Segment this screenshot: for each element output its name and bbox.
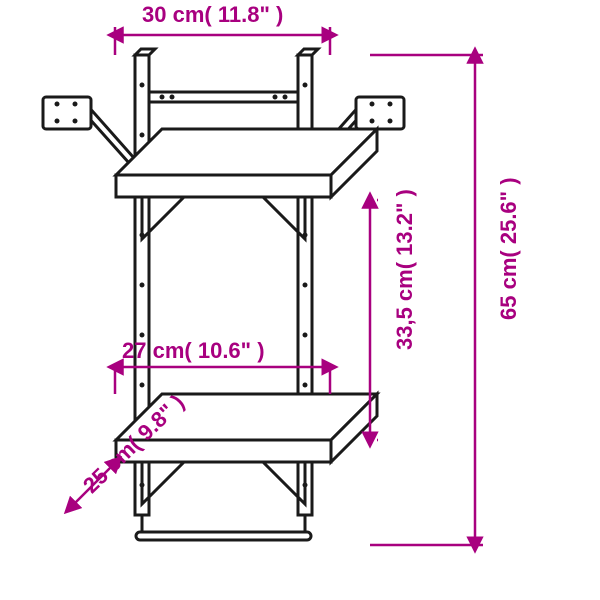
dimension-lines	[70, 27, 483, 545]
dim-shelf-gap: 33,5 cm( 13.2" )	[392, 189, 418, 350]
dim-width-top: 30 cm( 11.8" )	[142, 2, 283, 28]
dim-height-total: 65 cm( 25.6" )	[496, 177, 522, 320]
dim-shelf-width: 27 cm( 10.6" )	[122, 338, 265, 364]
